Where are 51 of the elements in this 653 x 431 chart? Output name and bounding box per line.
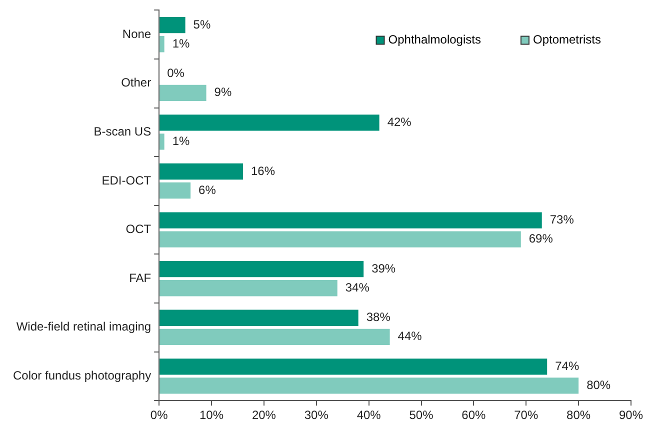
data-label: 74% xyxy=(555,358,580,373)
data-label: 34% xyxy=(345,280,370,294)
data-label: 42% xyxy=(387,114,412,129)
y-tick-label: FAF xyxy=(129,270,152,285)
bar xyxy=(160,280,338,296)
x-tick-label: 40% xyxy=(356,408,382,422)
data-label: 0% xyxy=(167,66,185,80)
y-tick-label: Other xyxy=(121,76,152,90)
data-label: 73% xyxy=(550,212,574,227)
x-tick-label: 30% xyxy=(304,408,329,422)
data-label: 80% xyxy=(586,378,611,392)
bar xyxy=(160,134,164,150)
bar xyxy=(160,84,206,102)
data-label: 1% xyxy=(172,36,190,50)
bar xyxy=(160,163,243,180)
x-tick-label: 0% xyxy=(150,408,168,422)
bar xyxy=(160,231,521,248)
y-tick-label: None xyxy=(122,26,152,41)
data-label: 16% xyxy=(250,164,276,178)
bar xyxy=(160,212,542,228)
data-label: 9% xyxy=(214,85,232,100)
x-tick-label: 20% xyxy=(252,408,276,422)
bar xyxy=(160,328,390,346)
y-tick-label: Wide-field retinal imaging xyxy=(16,320,152,334)
x-tick-label: 50% xyxy=(409,408,434,422)
bar xyxy=(160,182,191,199)
bar xyxy=(160,16,186,34)
bar xyxy=(160,310,358,326)
x-tick-label: 70% xyxy=(514,408,538,422)
bar xyxy=(160,114,380,131)
bar xyxy=(160,36,164,52)
legend-label: Optometrists xyxy=(532,32,601,47)
x-tick-label: 80% xyxy=(566,408,591,422)
data-label: 38% xyxy=(366,310,391,324)
data-label: 69% xyxy=(528,232,554,246)
data-label: 44% xyxy=(398,329,422,344)
x-tick-label: 90% xyxy=(618,408,644,422)
y-tick-label: OCT xyxy=(126,222,152,236)
bar xyxy=(160,260,364,278)
bar xyxy=(160,358,548,375)
y-tick-label: B-scan US xyxy=(94,124,152,139)
data-label: 1% xyxy=(172,134,190,148)
data-label: 39% xyxy=(372,261,396,276)
x-tick-label: 60% xyxy=(462,408,486,422)
legend-label: Ophthalmologists xyxy=(388,32,481,47)
data-label: 5% xyxy=(193,17,211,32)
bar xyxy=(160,378,579,394)
y-tick-label: EDI-OCT xyxy=(102,173,152,188)
y-tick-label: Color fundus photography xyxy=(13,368,152,383)
x-tick-label: 10% xyxy=(200,408,224,422)
data-label: 6% xyxy=(198,182,216,197)
